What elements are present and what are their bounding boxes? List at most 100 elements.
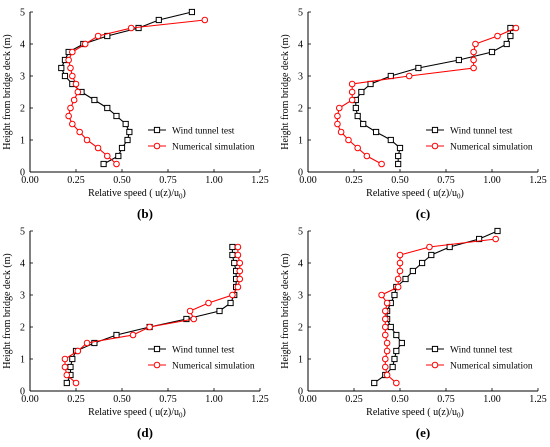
data-point [81, 40, 89, 48]
x-tick-label: 0.00 [21, 394, 39, 405]
data-point [383, 371, 391, 379]
legend-entry: Numerical simulation [450, 142, 533, 152]
chart-panel-2: 0.00 0.25 0.50 0.75 1.00 1.25 0 1 2 3 4 5 Relative s… [280, 8, 547, 222]
x-tick-label: 0.75 [437, 175, 455, 186]
data-point [135, 24, 142, 32]
y-tick-label: 5 [298, 227, 303, 238]
data-point [100, 160, 107, 168]
legend-entry: Numerical simulation [172, 142, 255, 152]
data-point [378, 160, 385, 168]
x-tick-label: 0.50 [391, 175, 409, 186]
data-point [393, 379, 400, 387]
data-point [65, 112, 72, 120]
panel-label: (c) [416, 206, 430, 221]
y-axis-title: Height from bridge deck (m) [2, 34, 13, 150]
data-point [76, 128, 83, 136]
data-point [126, 128, 133, 136]
legend-marker [153, 126, 161, 134]
data-point [122, 120, 129, 128]
data-point [503, 40, 510, 48]
y-tick-label: 0 [20, 168, 25, 179]
data-point [113, 160, 120, 168]
data-point [494, 227, 501, 235]
x-tick-label: 0.50 [113, 175, 131, 186]
chart-panel-1: 0.00 0.25 0.50 0.75 1.00 1.25 0 1 2 3 4 5 Relative s… [2, 8, 269, 222]
legend-marker [153, 361, 161, 369]
data-point [236, 259, 244, 267]
data-point [383, 347, 391, 355]
legend-marker [431, 126, 439, 134]
legend-entry: Wind tunnel test [172, 345, 235, 355]
data-point [396, 251, 404, 259]
x-tick-label: 1.25 [251, 175, 269, 186]
y-tick-label: 1 [20, 136, 25, 147]
data-point [61, 355, 69, 363]
series-numerical [334, 24, 520, 168]
series-numerical [378, 235, 499, 387]
data-point [507, 32, 514, 40]
data-point [391, 355, 398, 363]
data-point [383, 339, 391, 347]
y-tick-label: 2 [20, 104, 25, 115]
data-point [69, 120, 76, 128]
data-point [428, 251, 435, 259]
data-point [470, 56, 477, 64]
y-tick-label: 5 [298, 8, 303, 19]
x-tick-label: 0.00 [21, 175, 39, 186]
x-tick-label: 0.00 [299, 175, 317, 186]
x-tick-label: 1.00 [483, 175, 501, 186]
data-point [381, 363, 389, 371]
data-point [69, 355, 76, 363]
x-axis-title-end: ) [460, 188, 463, 199]
x-axis-title-sub: 0 [457, 412, 461, 420]
data-point [472, 40, 479, 48]
legend: Wind tunnel test Numerical simulation [148, 126, 255, 152]
data-point [155, 16, 162, 24]
data-point [67, 104, 74, 112]
y-tick-label: 4 [20, 40, 25, 51]
data-point [188, 8, 196, 16]
data-point [476, 235, 483, 243]
data-point [372, 128, 380, 136]
data-point [113, 331, 120, 339]
data-point [381, 307, 389, 315]
data-point [67, 64, 74, 72]
y-tick-label: 4 [20, 259, 25, 270]
y-tick-label: 0 [298, 168, 303, 179]
x-tick-label: 0.25 [67, 394, 85, 405]
y-axis-title: Height from bridge deck (m) [2, 253, 13, 369]
data-point [70, 96, 78, 104]
x-axis-title-main: Relative speed ( u(z)/u [366, 407, 457, 418]
data-point [61, 72, 69, 80]
y-tick-label: 1 [298, 136, 303, 147]
data-point [63, 371, 71, 379]
data-point [402, 275, 409, 283]
data-point [83, 136, 91, 144]
y-axis-title: Height from bridge deck (m) [280, 34, 291, 150]
data-point [488, 48, 496, 56]
data-point [470, 64, 477, 72]
data-point [393, 347, 400, 355]
data-point [124, 136, 131, 144]
x-tick-label: 0.50 [113, 394, 131, 405]
data-point [395, 152, 402, 160]
data-point [118, 144, 126, 152]
data-point [58, 64, 65, 72]
y-axis-title: Height from bridge deck (m) [280, 253, 291, 369]
panel-label: (d) [137, 425, 153, 440]
data-point [229, 291, 236, 299]
data-point [391, 291, 398, 299]
x-axis-title-end: ) [182, 188, 185, 199]
data-point [381, 315, 389, 323]
y-tick-label: 3 [20, 72, 25, 83]
x-tick-label: 1.00 [483, 394, 501, 405]
data-point [61, 363, 69, 371]
x-axis-title: Relative speed ( u(z)/u0) [366, 407, 464, 420]
x-tick-label: 0.50 [391, 394, 409, 405]
data-point [72, 379, 80, 387]
x-axis-title-end: ) [460, 407, 463, 418]
data-point [381, 323, 389, 331]
data-point [229, 251, 236, 259]
x-tick-label: 1.25 [251, 394, 269, 405]
legend-marker [431, 361, 439, 369]
